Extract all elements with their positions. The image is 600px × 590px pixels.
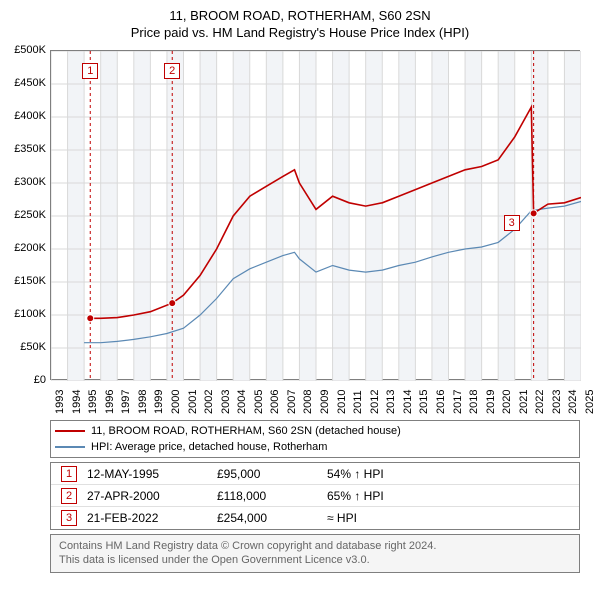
x-tick-label: 1996	[104, 390, 116, 414]
marker-price: £254,000	[217, 511, 327, 525]
y-tick-label: £300K	[0, 176, 46, 188]
marker-price: £118,000	[217, 489, 327, 503]
x-tick-label: 1995	[87, 390, 99, 414]
footer-line-1: Contains HM Land Registry data © Crown c…	[59, 539, 571, 553]
x-tick-label: 2022	[534, 390, 546, 414]
y-tick-label: £450K	[0, 77, 46, 89]
y-tick-label: £400K	[0, 110, 46, 122]
x-tick-label: 1999	[153, 390, 165, 414]
legend-row: HPI: Average price, detached house, Roth…	[55, 439, 575, 455]
x-tick-label: 2006	[269, 390, 281, 414]
x-tick-label: 2017	[452, 390, 464, 414]
x-tick-label: 2002	[203, 390, 215, 414]
chart-container: 11, BROOM ROAD, ROTHERHAM, S60 2SN Price…	[0, 0, 600, 590]
x-tick-label: 2020	[501, 390, 513, 414]
x-tick-label: 2004	[236, 390, 248, 414]
marker-date: 21-FEB-2022	[87, 511, 217, 525]
x-tick-label: 2000	[170, 390, 182, 414]
x-tick-label: 2018	[468, 390, 480, 414]
marker-row: 1 12-MAY-1995£95,00054% ↑ HPI	[51, 463, 579, 485]
x-tick-label: 1998	[137, 390, 149, 414]
x-tick-label: 2025	[584, 390, 596, 414]
x-tick-label: 2001	[187, 390, 199, 414]
x-tick-label: 2005	[253, 390, 265, 414]
x-tick-label: 1994	[71, 390, 83, 414]
plot-marker-badge-1: 1	[82, 63, 98, 79]
y-tick-label: £250K	[0, 209, 46, 221]
footer-line-2: This data is licensed under the Open Gov…	[59, 553, 571, 567]
x-tick-label: 2010	[336, 390, 348, 414]
y-tick-label: £100K	[0, 308, 46, 320]
marker-price: £95,000	[217, 467, 327, 481]
marker-delta: 65% ↑ HPI	[327, 489, 427, 503]
legend-label: 11, BROOM ROAD, ROTHERHAM, S60 2SN (deta…	[91, 425, 401, 437]
chart-title-main: 11, BROOM ROAD, ROTHERHAM, S60 2SN	[0, 0, 600, 23]
legend-swatch	[55, 446, 85, 448]
plot-area: 1 2 3	[50, 50, 580, 380]
legend-box: 11, BROOM ROAD, ROTHERHAM, S60 2SN (deta…	[50, 420, 580, 458]
y-tick-label: £200K	[0, 242, 46, 254]
y-tick-label: £0	[0, 374, 46, 386]
x-tick-label: 2016	[435, 390, 447, 414]
x-tick-label: 2003	[220, 390, 232, 414]
x-tick-label: 2007	[286, 390, 298, 414]
legend-row: 11, BROOM ROAD, ROTHERHAM, S60 2SN (deta…	[55, 423, 575, 439]
x-tick-label: 1997	[120, 390, 132, 414]
chart-title-sub: Price paid vs. HM Land Registry's House …	[0, 23, 600, 40]
marker-delta: 54% ↑ HPI	[327, 467, 427, 481]
marker-date: 27-APR-2000	[87, 489, 217, 503]
footer-attribution: Contains HM Land Registry data © Crown c…	[50, 534, 580, 573]
y-tick-label: £150K	[0, 275, 46, 287]
x-tick-label: 2014	[402, 390, 414, 414]
plot-svg	[51, 51, 581, 381]
marker-row: 2 27-APR-2000£118,00065% ↑ HPI	[51, 485, 579, 507]
x-tick-label: 2023	[551, 390, 563, 414]
y-tick-label: £50K	[0, 341, 46, 353]
x-tick-label: 2009	[319, 390, 331, 414]
x-tick-label: 2011	[352, 390, 364, 414]
legend-swatch	[55, 430, 85, 432]
marker-delta: ≈ HPI	[327, 511, 427, 525]
plot-marker-badge-3: 3	[504, 215, 520, 231]
x-tick-label: 2015	[418, 390, 430, 414]
marker-row: 3 21-FEB-2022£254,000≈ HPI	[51, 507, 579, 529]
marker-date: 12-MAY-1995	[87, 467, 217, 481]
y-tick-label: £500K	[0, 44, 46, 56]
x-tick-label: 2021	[518, 390, 530, 414]
marker-table: 1 12-MAY-1995£95,00054% ↑ HPI 2 27-APR-2000…	[50, 462, 580, 530]
x-tick-label: 2024	[567, 390, 579, 414]
x-tick-label: 2013	[385, 390, 397, 414]
y-tick-label: £350K	[0, 143, 46, 155]
legend-label: HPI: Average price, detached house, Roth…	[91, 441, 327, 453]
x-tick-label: 2012	[369, 390, 381, 414]
marker-badge: 1	[61, 466, 77, 482]
marker-badge: 3	[61, 510, 77, 526]
x-tick-label: 1993	[54, 390, 66, 414]
marker-badge: 2	[61, 488, 77, 504]
x-tick-label: 2008	[302, 390, 314, 414]
x-tick-label: 2019	[485, 390, 497, 414]
plot-marker-badge-2: 2	[164, 63, 180, 79]
